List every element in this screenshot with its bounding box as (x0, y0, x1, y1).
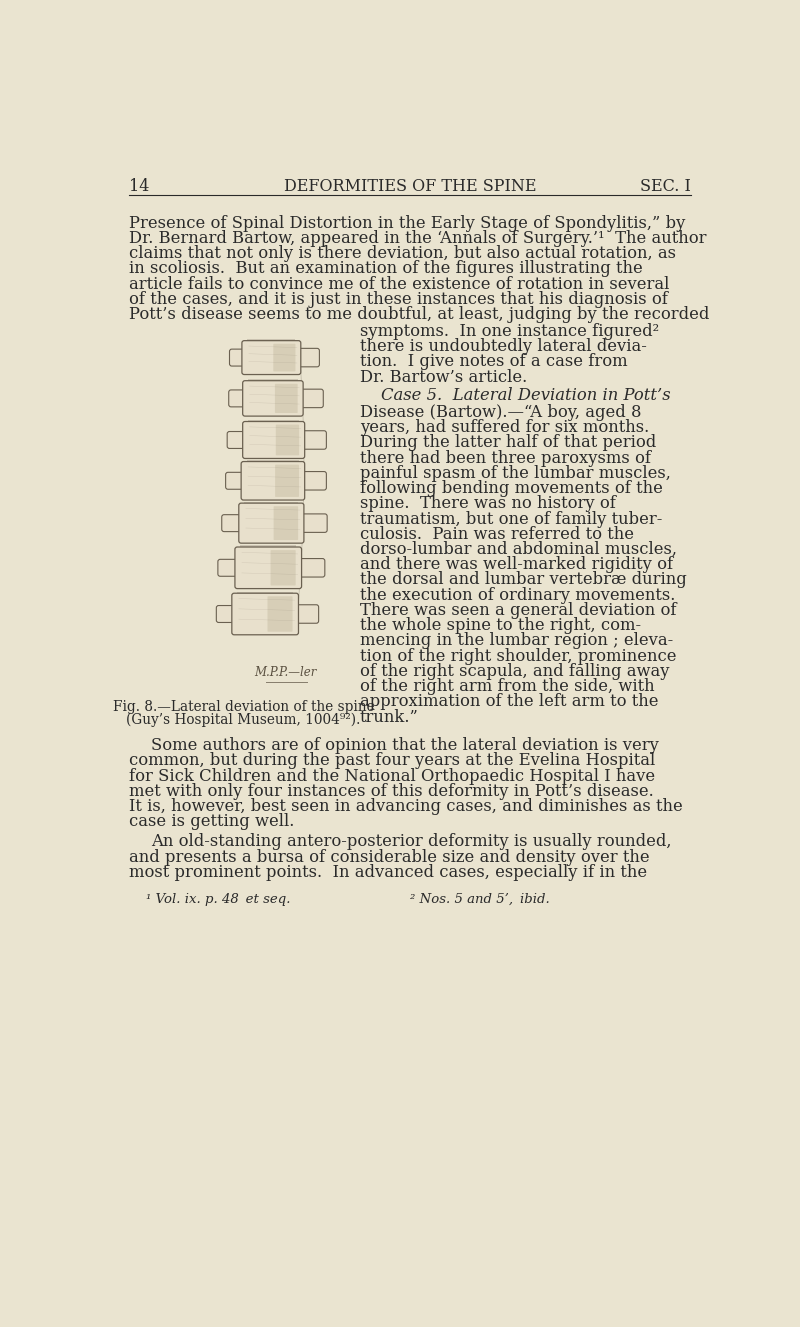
FancyBboxPatch shape (295, 389, 323, 407)
FancyBboxPatch shape (276, 425, 299, 455)
Text: approximation of the left arm to the: approximation of the left arm to the (360, 694, 658, 710)
FancyBboxPatch shape (297, 471, 326, 490)
Text: the dorsal and lumbar vertebræ during: the dorsal and lumbar vertebræ during (360, 572, 686, 588)
FancyBboxPatch shape (222, 515, 246, 532)
Text: in scoliosis.  But an examination of the figures illustrating the: in scoliosis. But an examination of the … (130, 260, 643, 277)
Text: following bending movements of the: following bending movements of the (360, 480, 662, 498)
FancyBboxPatch shape (242, 381, 303, 417)
Text: trunk.”: trunk.” (360, 709, 418, 726)
FancyBboxPatch shape (294, 559, 325, 577)
Text: of the right scapula, and falling away: of the right scapula, and falling away (360, 664, 669, 679)
Text: and presents a bursa of considerable size and density over the: and presents a bursa of considerable siz… (130, 848, 650, 865)
FancyBboxPatch shape (242, 341, 301, 374)
Text: and there was well-marked rigidity of: and there was well-marked rigidity of (360, 556, 673, 573)
FancyBboxPatch shape (290, 605, 318, 624)
Text: Pott’s disease seems to me doubtful, at least, judging by the recorded: Pott’s disease seems to me doubtful, at … (130, 307, 710, 324)
FancyBboxPatch shape (270, 551, 296, 585)
Text: During the latter half of that period: During the latter half of that period (360, 434, 656, 451)
Text: (Guy’s Hospital Museum, 1004⁹²).: (Guy’s Hospital Museum, 1004⁹²). (126, 713, 361, 727)
Text: Dr. Bernard Bartow, appeared in the ‘Annals of Surgery.’¹  The author: Dr. Bernard Bartow, appeared in the ‘Ann… (130, 230, 707, 247)
Text: ¹ Vol. ix. p. 48  et seq.: ¹ Vol. ix. p. 48 et seq. (146, 893, 291, 906)
Text: there had been three paroxysms of: there had been three paroxysms of (360, 450, 650, 467)
Text: DEFORMITIES OF THE SPINE: DEFORMITIES OF THE SPINE (284, 178, 536, 195)
FancyBboxPatch shape (275, 384, 298, 413)
FancyBboxPatch shape (267, 596, 293, 632)
Text: case is getting well.: case is getting well. (130, 813, 295, 831)
FancyBboxPatch shape (216, 605, 239, 622)
Text: Presence of Spinal Distortion in the Early Stage of Spondylitis,” by: Presence of Spinal Distortion in the Ear… (130, 215, 686, 232)
Text: tion of the right shoulder, prominence: tion of the right shoulder, prominence (360, 648, 676, 665)
FancyBboxPatch shape (239, 503, 304, 543)
Text: ² Nos. 5 and 5’,  ibid.: ² Nos. 5 and 5’, ibid. (410, 893, 550, 906)
FancyBboxPatch shape (226, 472, 249, 490)
Text: common, but during the past four years at the Evelina Hospital: common, but during the past four years a… (130, 752, 656, 770)
Text: the execution of ordinary movements.: the execution of ordinary movements. (360, 587, 675, 604)
FancyBboxPatch shape (241, 462, 305, 500)
Text: the whole spine to the right, com-: the whole spine to the right, com- (360, 617, 641, 634)
Text: There was seen a general deviation of: There was seen a general deviation of (360, 602, 676, 618)
FancyBboxPatch shape (297, 431, 326, 450)
Text: dorso-lumbar and abdominal muscles,: dorso-lumbar and abdominal muscles, (360, 541, 677, 559)
Text: mencing in the lumbar region ; eleva-: mencing in the lumbar region ; eleva- (360, 633, 673, 649)
Text: claims that not only is there deviation, but also actual rotation, as: claims that not only is there deviation,… (130, 245, 677, 263)
FancyBboxPatch shape (274, 344, 295, 372)
Text: Dr. Bartow’s article.: Dr. Bartow’s article. (360, 369, 527, 386)
FancyBboxPatch shape (218, 560, 242, 576)
FancyBboxPatch shape (229, 390, 250, 407)
FancyBboxPatch shape (232, 593, 298, 634)
Text: painful spasm of the lumbar muscles,: painful spasm of the lumbar muscles, (360, 464, 670, 482)
Text: of the cases, and it is just in these instances that his diagnosis of: of the cases, and it is just in these in… (130, 291, 668, 308)
Text: culosis.  Pain was referred to the: culosis. Pain was referred to the (360, 525, 634, 543)
FancyBboxPatch shape (230, 349, 250, 366)
Bar (247, 340, 295, 342)
Text: there is undoubtedly lateral devia-: there is undoubtedly lateral devia- (360, 338, 646, 356)
Text: most prominent points.  In advanced cases, especially if in the: most prominent points. In advanced cases… (130, 864, 647, 881)
Text: tion.  I give notes of a case from: tion. I give notes of a case from (360, 353, 627, 370)
FancyBboxPatch shape (235, 547, 302, 589)
Text: 14: 14 (130, 178, 150, 195)
FancyBboxPatch shape (296, 514, 327, 532)
FancyBboxPatch shape (227, 431, 250, 449)
Bar (240, 545, 296, 549)
Text: SEC. I: SEC. I (640, 178, 690, 195)
Text: It is, however, best seen in advancing cases, and diminishes as the: It is, however, best seen in advancing c… (130, 798, 683, 815)
Text: Case 5.  Lateral Deviation in Pott’s: Case 5. Lateral Deviation in Pott’s (382, 387, 671, 403)
FancyBboxPatch shape (242, 422, 305, 458)
Text: Disease (Bartow).—“A boy, aged 8: Disease (Bartow).—“A boy, aged 8 (360, 403, 641, 421)
Text: Fig. 8.—Lateral deviation of the spine: Fig. 8.—Lateral deviation of the spine (113, 701, 374, 714)
Text: article fails to convince me of the existence of rotation in several: article fails to convince me of the exis… (130, 276, 670, 293)
Text: for Sick Children and the National Orthopaedic Hospital I have: for Sick Children and the National Ortho… (130, 768, 655, 784)
Text: Some authors are of opinion that the lateral deviation is very: Some authors are of opinion that the lat… (151, 738, 659, 754)
Text: of the right arm from the side, with: of the right arm from the side, with (360, 678, 654, 695)
Bar (248, 419, 299, 423)
Text: spine.  There was no history of: spine. There was no history of (360, 495, 615, 512)
Text: An old-standing antero-posterior deformity is usually rounded,: An old-standing antero-posterior deformi… (151, 833, 672, 851)
Bar (238, 592, 293, 596)
Text: traumatism, but one of family tuber-: traumatism, but one of family tuber- (360, 511, 662, 528)
Bar (248, 380, 298, 384)
Text: symptoms.  In one instance figured²: symptoms. In one instance figured² (360, 322, 658, 340)
FancyBboxPatch shape (275, 464, 299, 498)
Bar (244, 502, 298, 506)
Text: years, had suffered for six months.: years, had suffered for six months. (360, 419, 649, 437)
Bar (246, 460, 299, 464)
FancyBboxPatch shape (293, 349, 319, 366)
Text: M.P.P.—ler: M.P.P.—ler (254, 666, 317, 678)
Text: met with only four instances of this deformity in Pott’s disease.: met with only four instances of this def… (130, 783, 654, 800)
FancyBboxPatch shape (274, 506, 298, 540)
